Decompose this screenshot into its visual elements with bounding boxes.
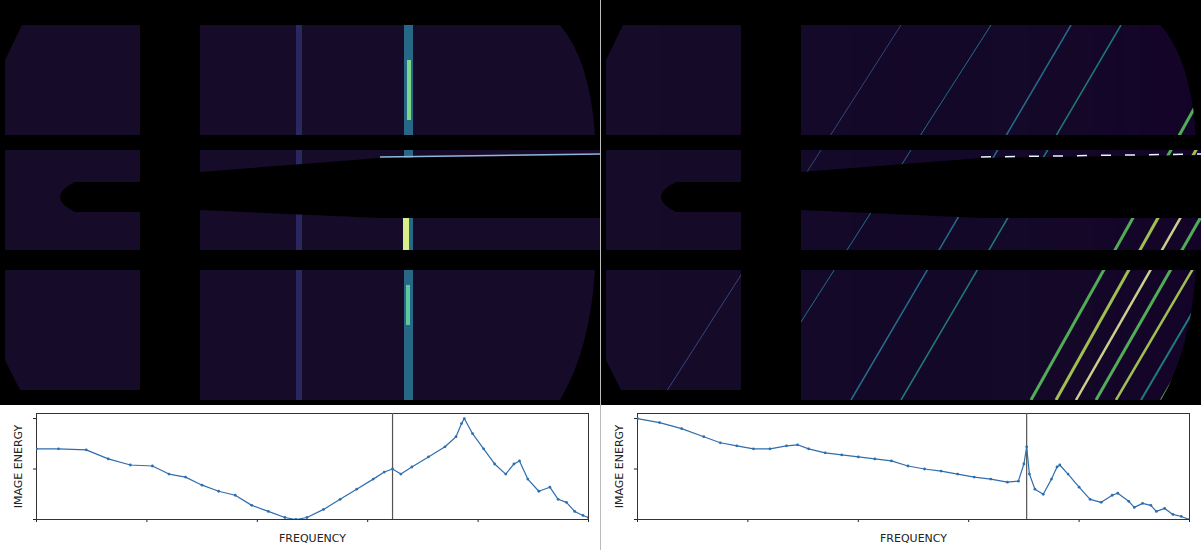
svg-text:FREQUENCY: FREQUENCY <box>279 532 346 545</box>
svg-text:IMAGE ENERGY: IMAGE ENERGY <box>613 424 626 508</box>
svg-text:FREQUENCY: FREQUENCY <box>880 532 947 545</box>
svg-text:IMAGE ENERGY: IMAGE ENERGY <box>12 424 25 508</box>
